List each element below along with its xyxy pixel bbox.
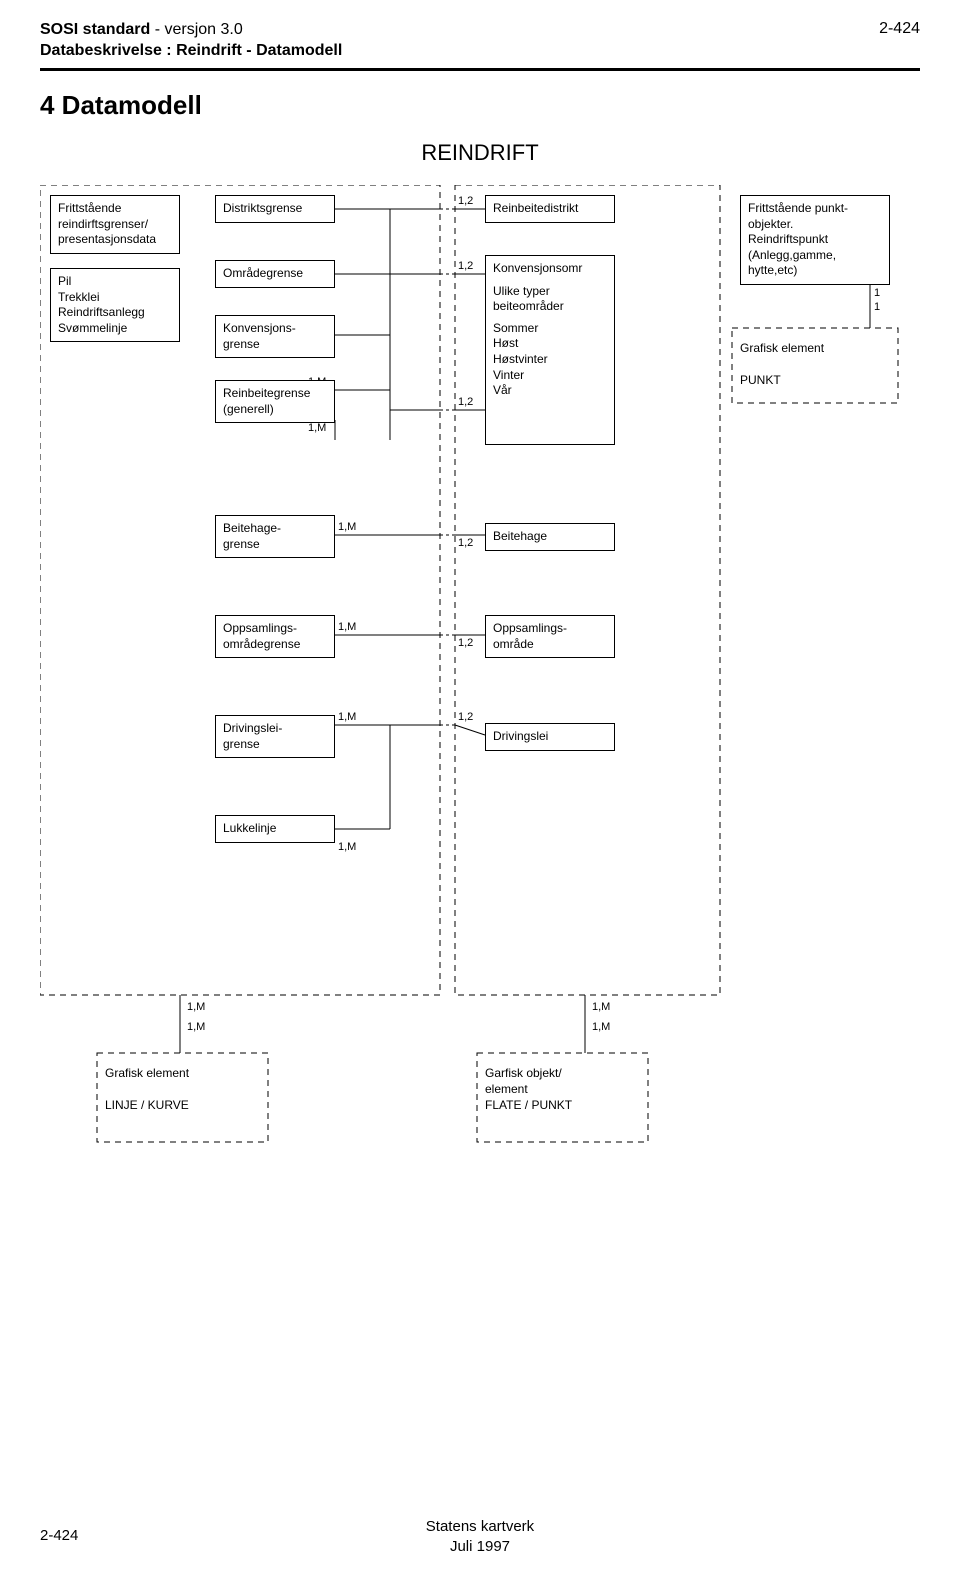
- label-1m: 1,M: [186, 1001, 206, 1013]
- konvensjonsomr-header: Konvensjonsomr: [486, 256, 614, 282]
- box-distriktsgrense: Distriktsgrense: [215, 195, 335, 223]
- label-12: 1,2: [457, 711, 474, 723]
- box-garfisk-objekt: Garfisk objekt/ element FLATE / PUNKT: [485, 1065, 640, 1114]
- label-12: 1,2: [457, 260, 474, 272]
- box-beitehage: Beitehage: [485, 523, 615, 551]
- label-1m: 1,M: [337, 521, 357, 533]
- header-title-rest: - versjon 3.0: [150, 21, 242, 38]
- box-drivingslei: Drivingslei: [485, 723, 615, 751]
- label-1m: 1,M: [337, 621, 357, 633]
- box-left-list: Pil Trekklei Reindriftsanlegg Svømmelinj…: [50, 268, 180, 342]
- box-frittstaende-punkt: Frittstående punkt- objekter. Reindrifts…: [740, 195, 890, 285]
- diagram-canvas: 1,M 1,2 1,M 1,2 1,M 1,M 1,M 1,2 1 1 1,M 1,2 1,M 1,2 1,…: [40, 185, 920, 1285]
- label-1m: 1,M: [591, 1021, 611, 1033]
- footer-center: Statens kartverk Juli 1997: [0, 1517, 960, 1556]
- box-konvensjonsgrense: Konvensjons- grense: [215, 315, 335, 358]
- box-beitehagegrense: Beitehage- grense: [215, 515, 335, 558]
- section-heading: 4 Datamodell: [40, 90, 202, 121]
- label-12: 1,2: [457, 537, 474, 549]
- box-konvensjonsomr: KonvensjonsomrUlike typer beiteområderSo…: [485, 255, 615, 445]
- konvensjonsomr-seasons: Sommer Høst Høstvinter Vinter Vår: [486, 319, 614, 401]
- konvensjonsomr-ulike: Ulike typer beiteområder: [486, 282, 614, 319]
- box-lukkelinje: Lukkelinje: [215, 815, 335, 843]
- label-12: 1,2: [457, 195, 474, 207]
- label-1m: 1,M: [307, 422, 327, 434]
- box-frittstaende: Frittstående reindirftsgrenser/ presenta…: [50, 195, 180, 254]
- box-oppsamlingsomrade: Oppsamlings- område: [485, 615, 615, 658]
- label-12: 1,2: [457, 637, 474, 649]
- header-left: SOSI standard - versjon 3.0 Databeskrive…: [40, 20, 342, 62]
- label-1: 1: [873, 287, 881, 299]
- page: SOSI standard - versjon 3.0 Databeskrive…: [0, 0, 960, 1574]
- box-reinbeitegrense: Reinbeitegrense (generell): [215, 380, 335, 423]
- header-rule: [40, 68, 920, 71]
- box-grafisk-element-linje: Grafisk element LINJE / KURVE: [105, 1065, 260, 1114]
- footer-center-2: Juli 1997: [450, 1538, 510, 1555]
- header-title-bold: SOSI standard: [40, 21, 150, 38]
- label-1m: 1,M: [186, 1021, 206, 1033]
- box-oppsamlingsomradegrense: Oppsamlings- områdegrense: [215, 615, 335, 658]
- box-omradegrense: Områdegrense: [215, 260, 335, 288]
- header-subtitle: Databeskrivelse : Reindrift - Datamodell: [40, 41, 342, 62]
- label-1m: 1,M: [337, 841, 357, 853]
- header-page-num: 2-424: [879, 20, 920, 38]
- footer-center-1: Statens kartverk: [426, 1518, 534, 1535]
- section-subtitle: REINDRIFT: [0, 140, 960, 166]
- box-drivingsleigrense: Drivingslei- grense: [215, 715, 335, 758]
- box-reinbeitedistrikt: Reinbeitedistrikt: [485, 195, 615, 223]
- label-12: 1,2: [457, 396, 474, 408]
- label-1m: 1,M: [591, 1001, 611, 1013]
- label-1: 1: [873, 301, 881, 313]
- box-grafisk-element-punkt: Grafisk element PUNKT: [740, 340, 890, 389]
- label-1m: 1,M: [337, 711, 357, 723]
